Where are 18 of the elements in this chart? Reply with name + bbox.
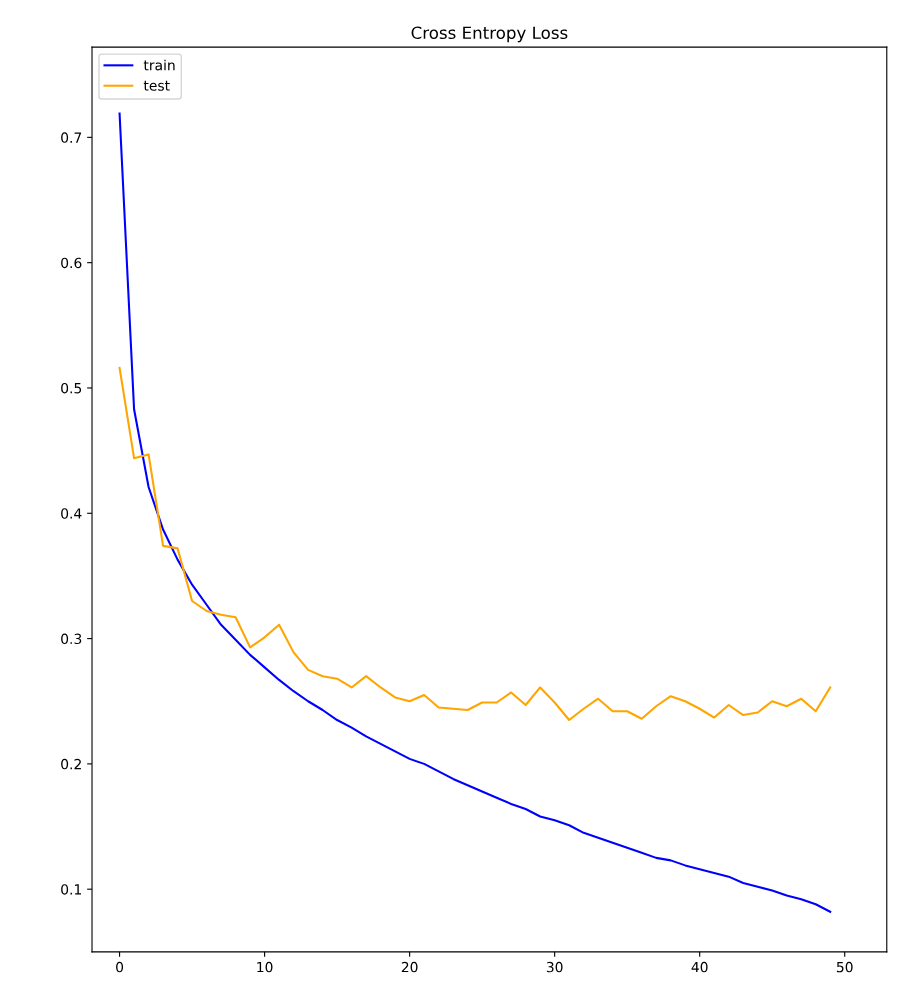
line-series — [118, 366, 832, 722]
legend-label: test — [143, 80, 170, 91]
y-tick-label: 0.4 — [61, 508, 82, 519]
y-tick-label: 0.7 — [61, 132, 82, 143]
y-tick-label: 0.3 — [61, 633, 82, 645]
y-tick-label: 0.5 — [61, 382, 82, 394]
x-tick-label: 20 — [401, 961, 418, 973]
x-tick-label: 30 — [546, 961, 563, 973]
y-tick-label: 0.1 — [61, 884, 82, 895]
x-tick-label: 40 — [691, 961, 708, 973]
legend-label: train — [143, 59, 175, 71]
x-tick-label: 0 — [116, 961, 124, 973]
y-tick-label: 0.6 — [61, 257, 82, 269]
chart-title: Cross Entropy Loss — [411, 26, 568, 43]
line-series — [118, 112, 832, 913]
x-tick-label: 10 — [257, 961, 273, 973]
x-tick-label: 50 — [836, 961, 853, 973]
y-tick-label: 0.2 — [61, 758, 81, 770]
